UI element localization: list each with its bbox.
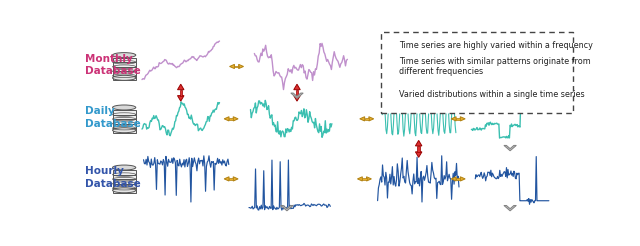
Bar <box>180 90 182 96</box>
Polygon shape <box>233 117 238 121</box>
Polygon shape <box>383 44 387 47</box>
Polygon shape <box>294 96 300 101</box>
Bar <box>113 184 136 188</box>
FancyBboxPatch shape <box>381 32 573 113</box>
Polygon shape <box>294 84 300 90</box>
Text: Hourly
Database: Hourly Database <box>84 166 140 189</box>
Ellipse shape <box>113 53 136 58</box>
Bar <box>229 118 233 120</box>
Polygon shape <box>415 140 422 146</box>
Polygon shape <box>451 177 456 181</box>
Polygon shape <box>281 205 293 211</box>
Polygon shape <box>367 177 371 181</box>
Text: Monthly
Database: Monthly Database <box>84 54 140 76</box>
Bar <box>387 45 390 46</box>
Ellipse shape <box>113 128 136 133</box>
Bar <box>113 58 136 62</box>
Polygon shape <box>386 64 391 68</box>
Ellipse shape <box>113 75 136 80</box>
Bar <box>113 175 136 179</box>
Polygon shape <box>224 177 229 181</box>
Bar <box>229 178 233 180</box>
Bar <box>113 62 136 67</box>
Polygon shape <box>451 117 456 121</box>
Bar <box>113 115 136 119</box>
Bar <box>113 71 136 76</box>
Polygon shape <box>386 73 391 77</box>
Bar <box>365 118 369 120</box>
Polygon shape <box>504 145 516 151</box>
Polygon shape <box>360 117 365 121</box>
Polygon shape <box>230 64 234 69</box>
Bar <box>113 119 136 123</box>
Polygon shape <box>390 44 394 47</box>
Text: Daily
Database: Daily Database <box>84 106 140 128</box>
Bar <box>113 179 136 184</box>
Polygon shape <box>369 117 374 121</box>
Ellipse shape <box>113 165 136 170</box>
Bar <box>113 76 136 80</box>
Bar <box>113 67 136 71</box>
Bar <box>362 178 367 180</box>
Ellipse shape <box>113 188 136 193</box>
Polygon shape <box>460 177 465 181</box>
Text: Time series with similar patterns originate from
different frequencies: Time series with similar patterns origin… <box>399 57 591 76</box>
Bar <box>234 66 239 67</box>
Bar <box>113 188 136 193</box>
Bar <box>113 128 136 133</box>
Polygon shape <box>239 64 244 69</box>
Polygon shape <box>233 177 238 181</box>
Bar <box>417 146 420 152</box>
Polygon shape <box>460 117 465 121</box>
Polygon shape <box>177 96 184 101</box>
Bar <box>113 110 136 115</box>
Polygon shape <box>177 84 184 90</box>
Bar <box>113 123 136 128</box>
Bar <box>456 118 460 120</box>
Polygon shape <box>358 177 362 181</box>
Bar <box>388 68 389 73</box>
Polygon shape <box>415 152 422 157</box>
Polygon shape <box>291 93 303 98</box>
Bar <box>296 90 298 96</box>
Polygon shape <box>504 205 516 211</box>
Ellipse shape <box>113 105 136 110</box>
Polygon shape <box>383 93 394 97</box>
Text: Time series are highly varied within a frequency: Time series are highly varied within a f… <box>399 41 593 50</box>
Text: Varied distributions within a single time series: Varied distributions within a single tim… <box>399 91 585 99</box>
Bar <box>456 178 460 180</box>
Polygon shape <box>224 117 229 121</box>
Bar <box>113 170 136 175</box>
